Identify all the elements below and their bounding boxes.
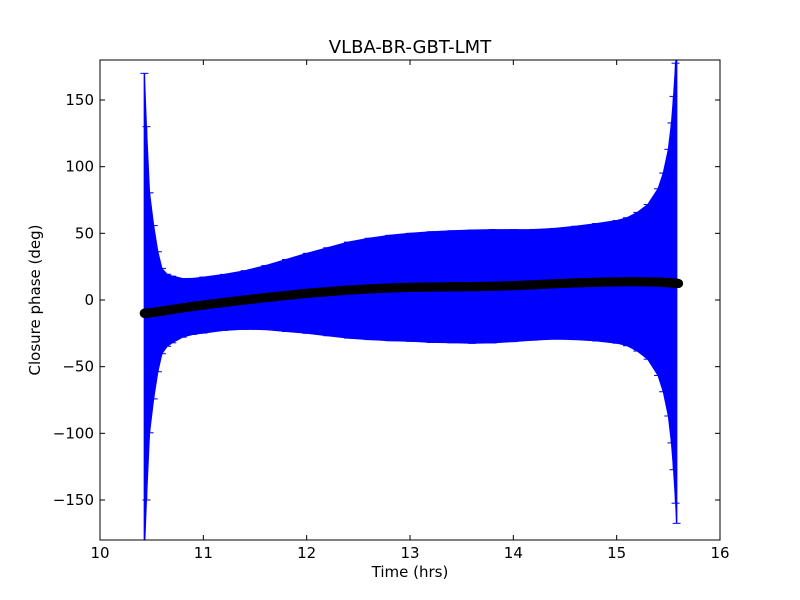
y-tick-label: 50: [75, 224, 94, 242]
x-tick-label: 13: [400, 544, 419, 562]
x-tick-label: 10: [90, 544, 109, 562]
data-points: [139, 276, 684, 319]
x-tick-label: 16: [710, 544, 729, 562]
x-axis-label: Time (hrs): [371, 563, 449, 581]
y-axis-label: Closure phase (deg): [26, 225, 44, 376]
x-axis-ticks: 10 11 12 13 14 15 16: [90, 60, 730, 562]
y-tick-label: 100: [65, 158, 94, 176]
y-tick-label: 150: [65, 91, 94, 109]
error-bars: [140, 60, 681, 540]
x-tick-label: 12: [297, 544, 316, 562]
y-tick-label: −100: [53, 424, 94, 442]
x-tick-label: 15: [607, 544, 626, 562]
chart-title: VLBA-BR-GBT-LMT: [329, 37, 492, 58]
y-axis-ticks: −150 −100 −50 0 50 100 150: [53, 91, 720, 509]
x-tick-label: 11: [194, 544, 213, 562]
y-tick-label: 0: [84, 291, 94, 309]
y-tick-label: −50: [62, 358, 94, 376]
x-tick-label: 14: [504, 544, 523, 562]
y-tick-label: −150: [53, 491, 94, 509]
data-point: [674, 278, 684, 288]
